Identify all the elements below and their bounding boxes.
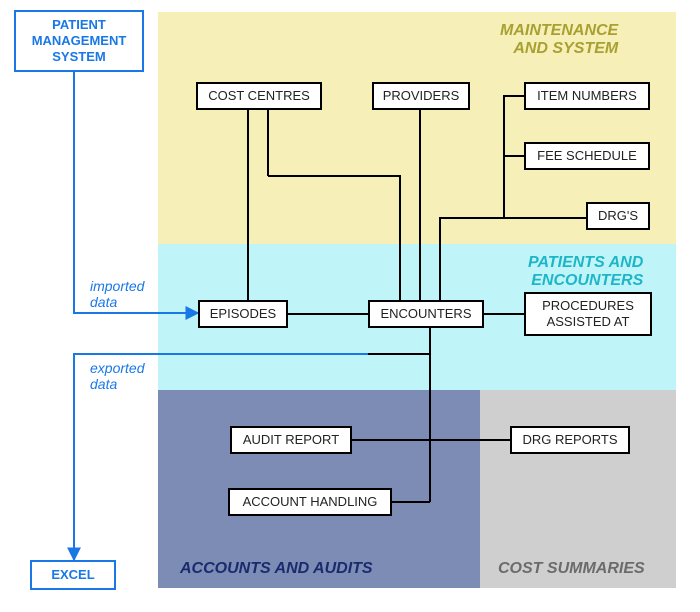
zone-maintenance-label: MAINTENANCEAND SYSTEM	[500, 22, 618, 59]
zone-costsum	[480, 390, 676, 588]
node-episodes: EPISODES	[198, 300, 288, 328]
zone-patients-label: PATIENTS ANDENCOUNTERS	[528, 254, 643, 291]
node-providers: PROVIDERS	[372, 82, 470, 110]
node-cost-centres: COST CENTRES	[196, 82, 322, 110]
flow-label-imported: importeddata	[90, 278, 144, 310]
ext-patient-management: PATIENTMANAGEMENTSYSTEM	[14, 10, 144, 72]
node-drg-reports: DRG REPORTS	[510, 426, 630, 454]
node-account-handling: ACCOUNT HANDLING	[228, 488, 392, 516]
flow-label-exported: exporteddata	[90, 360, 144, 392]
node-audit-report: AUDIT REPORT	[230, 426, 352, 454]
zone-accounts-label: ACCOUNTS AND AUDITS	[180, 560, 373, 578]
node-encounters: ENCOUNTERS	[368, 300, 484, 328]
node-procedures: PROCEDURESASSISTED AT	[524, 292, 652, 336]
diagram-canvas: MAINTENANCEAND SYSTEM PATIENTS ANDENCOUN…	[0, 0, 700, 612]
node-drgs: DRG'S	[586, 202, 650, 230]
ext-excel: EXCEL	[30, 560, 116, 590]
zone-costsum-label: COST SUMMARIES	[498, 560, 645, 578]
node-fee-schedule: FEE SCHEDULE	[524, 142, 650, 170]
node-item-numbers: ITEM NUMBERS	[524, 82, 650, 110]
